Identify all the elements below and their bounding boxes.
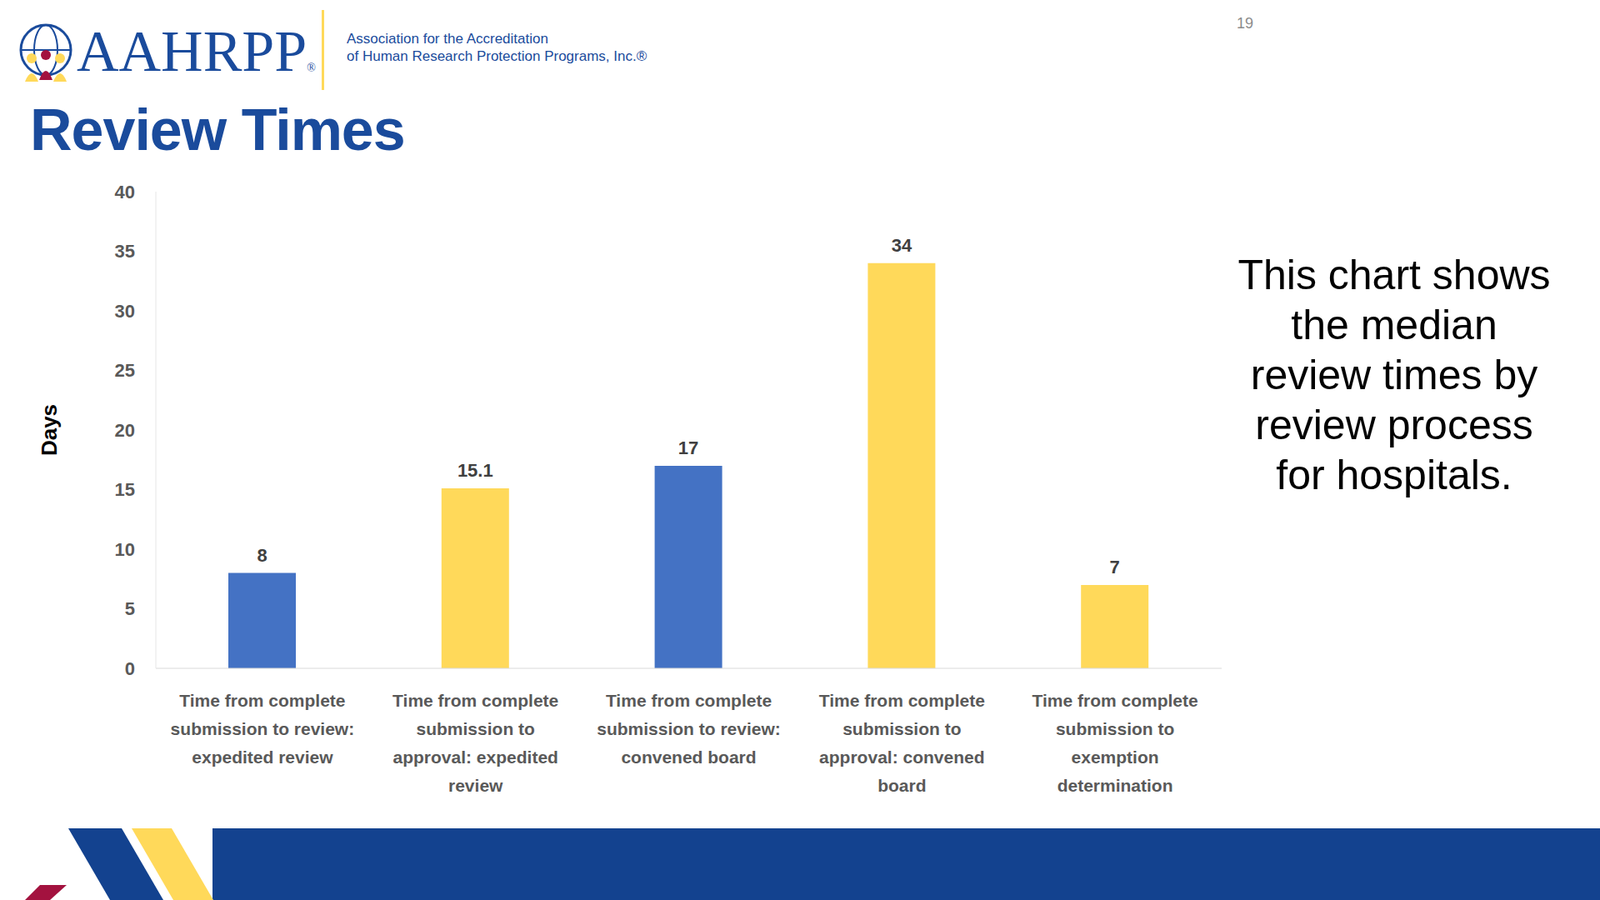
html-text:Days: Days [36,404,62,456]
svg-text:34: 34 [891,235,913,256]
html-text:review times by: review times by [1250,351,1538,399]
svg-text:5: 5 [125,598,135,620]
svg-text:8: 8 [256,545,267,566]
svg-text:30: 30 [115,300,135,322]
svg-text:Time from completesubmission t: Time from completesubmission to review:e… [170,690,355,767]
html-text:19: 19 [1236,15,1254,32]
svg-text:Time from completesubmission t: Time from completesubmission toapproval:… [819,690,985,795]
html-text:for hospitals.: for hospitals. [1276,451,1513,499]
html-text:Association for the Accreditat: Association for the Accreditation [346,30,549,47]
svg-text:Time from completesubmission t: Time from completesubmission toapproval:… [392,690,559,795]
svg-text:15.1: 15.1 [457,460,494,481]
svg-text:10: 10 [115,539,135,560]
html-text:Review Times: Review Times [30,97,405,163]
svg-text:Time from completesubmission t: Time from completesubmission to review:c… [596,690,781,767]
html-text:review process: review process [1255,401,1534,449]
svg-text:40: 40 [115,181,135,203]
svg-text:25: 25 [115,360,135,381]
svg-text:15: 15 [115,479,135,500]
svg-text:35: 35 [115,240,135,262]
svg-text:20: 20 [115,420,135,441]
html-text:This chart shows: This chart shows [1237,251,1551,299]
html-text:AAHRPP: AAHRPP [76,19,307,84]
svg-text:17: 17 [678,437,699,459]
html-text:the median: the median [1291,301,1498,349]
svg-text:Time from completesubmission t: Time from completesubmission toexemption… [1032,690,1199,795]
svg-text:7: 7 [1110,556,1120,578]
html-text:of Human Research Protection P: of Human Research Protection Programs, I… [346,48,647,65]
svg-text:0: 0 [125,658,135,680]
